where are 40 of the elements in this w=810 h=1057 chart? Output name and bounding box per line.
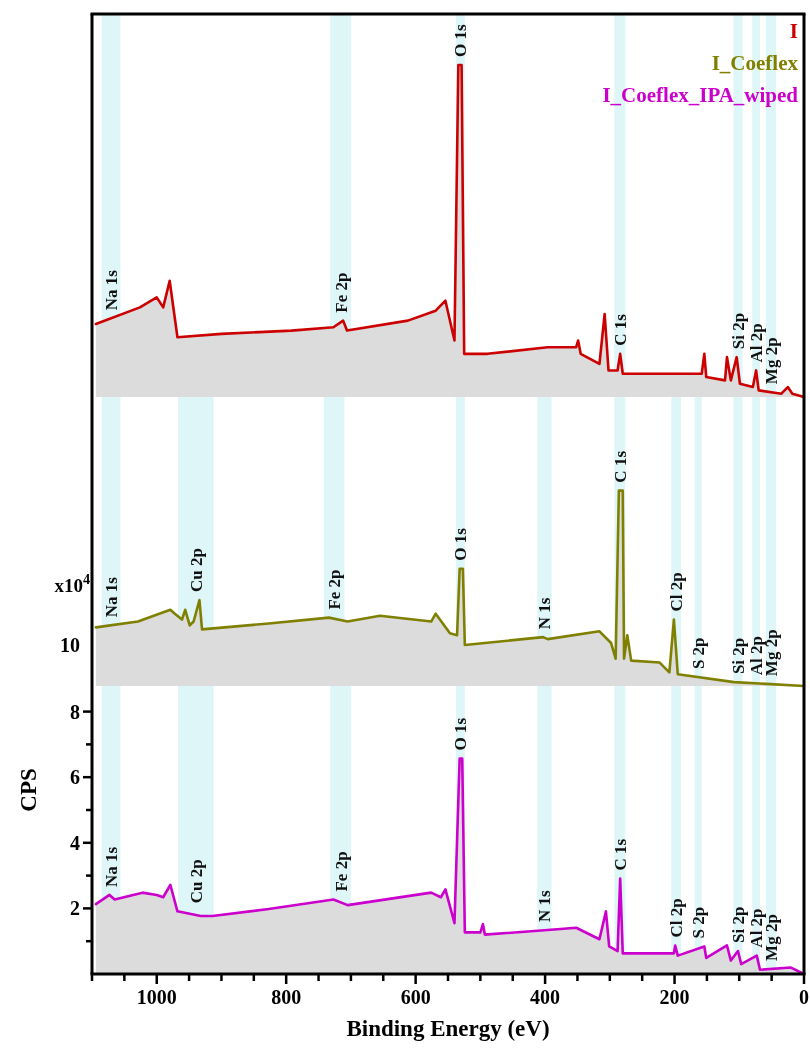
band-label: O 1s — [451, 23, 471, 57]
x-tick-label: 200 — [659, 986, 690, 1008]
band-label: Cu 2p — [186, 859, 206, 904]
band-label: Fe 2p — [331, 272, 351, 313]
band-label: C 1s — [610, 313, 630, 346]
y-tick-label: 6 — [70, 766, 80, 789]
band-label: Cu 2p — [186, 548, 206, 593]
text: I — [789, 19, 798, 43]
text: I_Coeflex — [711, 51, 799, 75]
text: x10$^{4}$ — [54, 570, 90, 596]
band-label: Si 2p — [728, 906, 748, 944]
x-tick-label: 800 — [271, 986, 302, 1008]
band-label: Si 2p — [728, 637, 748, 675]
band-label: Fe 2p — [325, 569, 345, 610]
band-label: O 1s — [451, 527, 471, 561]
band-label: N 1s — [535, 597, 555, 630]
band-label: Fe 2p — [331, 851, 351, 892]
x-tick-label: 600 — [400, 986, 431, 1008]
band-label: Si 2p — [728, 312, 748, 350]
text: 10 — [60, 634, 80, 656]
band-label: Na 1s — [102, 269, 122, 311]
x-tick-label: 0 — [799, 986, 809, 1008]
band-label: O 1s — [451, 717, 471, 751]
y-axis-title: CPS — [16, 768, 41, 812]
x-tick-label: 1000 — [136, 986, 177, 1008]
text: I_Coeflex_IPA_wiped — [602, 83, 799, 107]
x-axis-title: Binding Energy (eV) — [346, 1016, 550, 1041]
band-label: Cl 2p — [667, 572, 687, 612]
x-tick-label: 400 — [530, 986, 561, 1008]
y-tick-label: 4 — [70, 831, 80, 854]
band-label: S 2p — [689, 906, 709, 939]
y-tick-label: 2 — [70, 897, 80, 920]
band-label: N 1s — [535, 890, 555, 923]
band-label: C 1s — [610, 838, 630, 871]
band-label: Na 1s — [102, 846, 122, 887]
band-label: C 1s — [610, 450, 630, 483]
y-tick-label: 8 — [70, 700, 80, 723]
band-label: Cl 2p — [667, 898, 687, 938]
band-label: Na 1s — [102, 576, 122, 618]
band-label: S 2p — [689, 637, 709, 670]
